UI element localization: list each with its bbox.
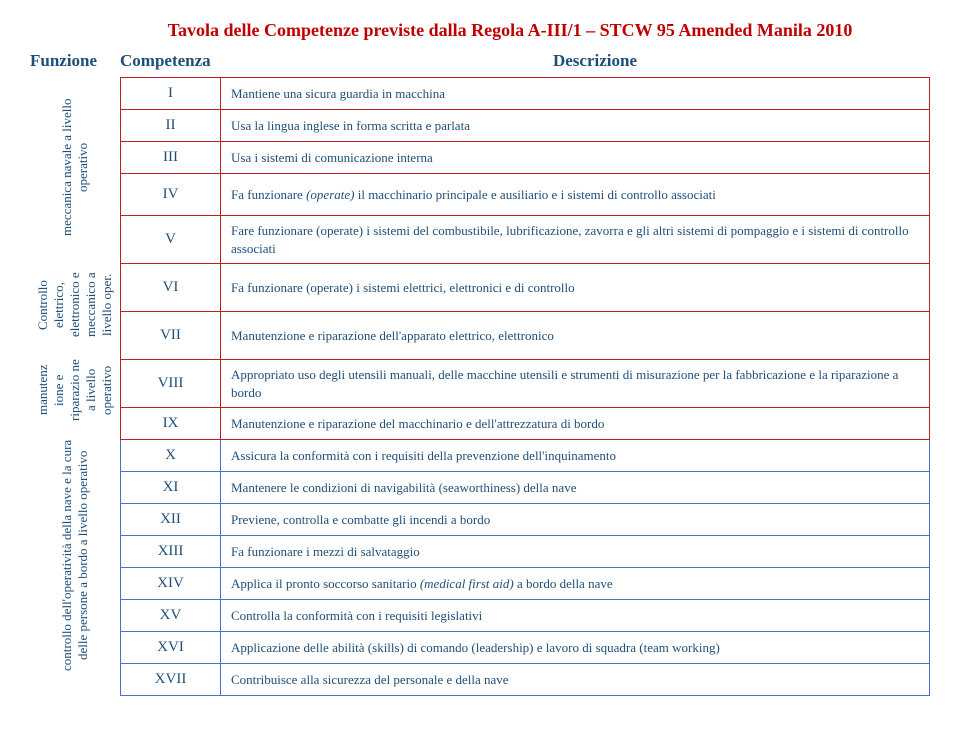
competency-description: Usa la lingua inglese in forma scritta e…	[221, 110, 930, 142]
header-descrizione: Descrizione	[260, 51, 930, 71]
table-row: VIIIAppropriato uso degli utensili manua…	[121, 360, 930, 408]
header-funzione: Funzione	[30, 51, 120, 71]
competency-roman: XI	[121, 472, 221, 504]
table-row: XVControlla la conformità con i requisit…	[121, 600, 930, 632]
table-header-row: Funzione Competenza Descrizione	[30, 51, 930, 71]
competency-roman: IX	[121, 408, 221, 440]
table-row: XVIIContribuisce alla sicurezza del pers…	[121, 664, 930, 696]
competency-roman: XV	[121, 600, 221, 632]
competency-roman: II	[121, 110, 221, 142]
competency-description: Applica il pronto soccorso sanitario (me…	[221, 568, 930, 600]
competency-description: Manutenzione e riparazione dell'apparato…	[221, 312, 930, 360]
competency-roman: X	[121, 440, 221, 472]
funzione-column: meccanica navale a livello operativoCont…	[30, 77, 120, 696]
competency-description: Assicura la conformità con i requisiti d…	[221, 440, 930, 472]
competency-description: Fa funzionare (operate) il macchinario p…	[221, 174, 930, 216]
table-row: XIIPreviene, controlla e combatte gli in…	[121, 504, 930, 536]
table-row: IVFa funzionare (operate) il macchinario…	[121, 174, 930, 216]
competency-roman: VI	[121, 264, 221, 312]
funzione-label: controllo dell'operatività della nave e …	[30, 427, 120, 683]
competency-roman: VII	[121, 312, 221, 360]
competency-description: Usa i sistemi di comunicazione interna	[221, 142, 930, 174]
competency-description: Applicazione delle abilità (skills) di c…	[221, 632, 930, 664]
competency-roman: V	[121, 216, 221, 264]
page-title: Tavola delle Competenze previste dalla R…	[90, 20, 930, 41]
funzione-label: meccanica navale a livello operativo	[30, 77, 120, 257]
table-area: IMantiene una sicura guardia in macchina…	[120, 77, 930, 696]
competency-roman: XVII	[121, 664, 221, 696]
table-row: XIMantenere le condizioni di navigabilit…	[121, 472, 930, 504]
competency-description: Mantiene una sicura guardia in macchina	[221, 78, 930, 110]
competency-roman: VIII	[121, 360, 221, 408]
table-row: IXManutenzione e riparazione del macchin…	[121, 408, 930, 440]
table-row: VFare funzionare (operate) i sistemi del…	[121, 216, 930, 264]
competency-description: Previene, controlla e combatte gli incen…	[221, 504, 930, 536]
table-row: IIIUsa i sistemi di comunicazione intern…	[121, 142, 930, 174]
competency-description: Fa funzionare i mezzi di salvataggio	[221, 536, 930, 568]
funzione-label: Controllo elettrico, elettronico e mecca…	[30, 257, 120, 353]
competency-description: Fa funzionare (operate) i sistemi elettr…	[221, 264, 930, 312]
table-row: VIFa funzionare (operate) i sistemi elet…	[121, 264, 930, 312]
funzione-label: manutenz ione e riparazio ne a livello o…	[30, 353, 120, 427]
table-row: XIIIFa funzionare i mezzi di salvataggio	[121, 536, 930, 568]
competency-roman: XIII	[121, 536, 221, 568]
competency-description: Contribuisce alla sicurezza del personal…	[221, 664, 930, 696]
table-row: IIUsa la lingua inglese in forma scritta…	[121, 110, 930, 142]
competency-roman: XIV	[121, 568, 221, 600]
competency-roman: XVI	[121, 632, 221, 664]
competency-roman: XII	[121, 504, 221, 536]
header-competenza: Competenza	[120, 51, 260, 71]
competency-description: Fare funzionare (operate) i sistemi del …	[221, 216, 930, 264]
competency-description: Mantenere le condizioni di navigabilità …	[221, 472, 930, 504]
competency-table: IMantiene una sicura guardia in macchina…	[120, 77, 930, 696]
competency-description: Controlla la conformità con i requisiti …	[221, 600, 930, 632]
competency-roman: IV	[121, 174, 221, 216]
competency-roman: III	[121, 142, 221, 174]
content-area: meccanica navale a livello operativoCont…	[30, 77, 930, 696]
table-row: IMantiene una sicura guardia in macchina	[121, 78, 930, 110]
competency-description: Manutenzione e riparazione del macchinar…	[221, 408, 930, 440]
table-row: VIIManutenzione e riparazione dell'appar…	[121, 312, 930, 360]
table-row: XAssicura la conformità con i requisiti …	[121, 440, 930, 472]
competency-description: Appropriato uso degli utensili manuali, …	[221, 360, 930, 408]
table-row: XIVApplica il pronto soccorso sanitario …	[121, 568, 930, 600]
competency-roman: I	[121, 78, 221, 110]
table-row: XVIApplicazione delle abilità (skills) d…	[121, 632, 930, 664]
